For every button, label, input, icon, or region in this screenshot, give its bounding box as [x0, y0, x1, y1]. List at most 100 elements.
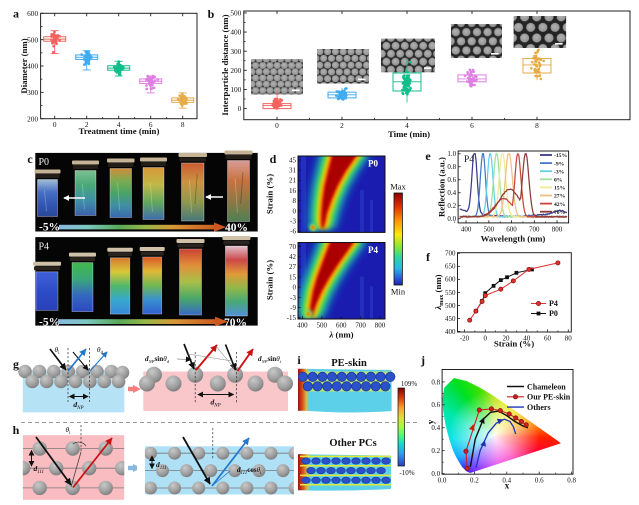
- svg-text:P0: P0: [549, 309, 558, 318]
- svg-text:λmax (nm): λmax (nm): [433, 274, 445, 310]
- svg-text:P4: P4: [39, 242, 50, 253]
- svg-text:a: a: [13, 7, 19, 21]
- svg-text:x: x: [505, 481, 510, 491]
- svg-text:200: 200: [230, 66, 241, 75]
- svg-text:dNP: dNP: [73, 400, 83, 411]
- svg-text:0.8: 0.8: [447, 163, 456, 171]
- svg-text:PE-skin: PE-skin: [331, 358, 367, 369]
- svg-text:70%: 70%: [224, 317, 247, 329]
- svg-text:4: 4: [117, 120, 121, 129]
- svg-text:600: 600: [445, 276, 456, 284]
- svg-text:0: 0: [293, 284, 297, 292]
- svg-text:21: 21: [289, 177, 297, 185]
- svg-text:6: 6: [470, 121, 474, 130]
- svg-text:b: b: [208, 7, 215, 21]
- svg-text:-3: -3: [290, 294, 296, 302]
- svg-text:P0: P0: [39, 157, 50, 168]
- svg-text:c: c: [27, 152, 33, 166]
- svg-text:-15: -15: [287, 314, 297, 322]
- svg-text:80: 80: [565, 334, 573, 342]
- svg-text:27: 27: [289, 263, 297, 271]
- svg-text:31: 31: [289, 167, 297, 175]
- svg-text:0: 0: [53, 120, 57, 129]
- svg-text:400: 400: [27, 62, 38, 71]
- svg-text:j: j: [420, 353, 425, 367]
- svg-text:300: 300: [27, 88, 38, 97]
- svg-text:2: 2: [85, 120, 89, 129]
- svg-text:8: 8: [181, 120, 185, 129]
- svg-text:Strain (%): Strain (%): [265, 260, 275, 300]
- svg-text:200: 200: [27, 114, 38, 123]
- svg-text:400: 400: [445, 328, 456, 336]
- svg-text:300: 300: [230, 47, 241, 56]
- svg-text:8: 8: [535, 121, 539, 130]
- svg-text:0: 0: [293, 207, 297, 215]
- svg-text:f: f: [426, 250, 431, 264]
- svg-text:40: 40: [523, 334, 531, 342]
- svg-text:8: 8: [293, 197, 297, 205]
- svg-text:e: e: [425, 149, 431, 163]
- svg-text:P4: P4: [464, 155, 474, 165]
- svg-text:0: 0: [275, 121, 279, 130]
- svg-text:P0: P0: [368, 159, 378, 169]
- svg-text:400: 400: [461, 226, 472, 234]
- svg-text:i: i: [297, 353, 301, 367]
- svg-text:Max: Max: [390, 182, 406, 192]
- svg-text:400: 400: [230, 28, 241, 37]
- svg-text:400: 400: [297, 322, 308, 330]
- svg-text:800: 800: [375, 322, 386, 330]
- svg-text:-5%: -5%: [39, 222, 60, 234]
- svg-text:P4: P4: [549, 299, 558, 308]
- svg-text:45: 45: [289, 156, 297, 164]
- svg-text:500: 500: [230, 9, 241, 18]
- svg-text:100: 100: [230, 85, 241, 94]
- svg-text:0.0: 0.0: [431, 470, 440, 478]
- svg-text:Min: Min: [391, 287, 406, 297]
- svg-text:700: 700: [529, 226, 540, 234]
- svg-text:650: 650: [445, 263, 456, 271]
- svg-text:6: 6: [149, 120, 153, 129]
- svg-text:-20: -20: [460, 334, 470, 342]
- svg-text:20: 20: [503, 334, 511, 342]
- svg-text:27%: 27%: [554, 194, 566, 200]
- svg-text:dNPsinθd: dNPsinθd: [145, 355, 170, 364]
- svg-text:0.2: 0.2: [447, 202, 456, 210]
- svg-text:700: 700: [355, 322, 366, 330]
- svg-text:42%: 42%: [554, 202, 566, 208]
- svg-text:Chameleon: Chameleon: [527, 382, 566, 391]
- svg-text:600: 600: [336, 322, 347, 330]
- svg-text:h: h: [13, 423, 20, 437]
- svg-text:0.8: 0.8: [431, 378, 440, 386]
- svg-text:dNPsinθi: dNPsinθi: [258, 355, 282, 364]
- svg-text:Wavelength (nm): Wavelength (nm): [481, 234, 546, 244]
- svg-text:600: 600: [506, 226, 517, 234]
- svg-text:700: 700: [445, 250, 456, 258]
- svg-text:d111: d111: [156, 460, 167, 471]
- svg-text:500: 500: [317, 322, 328, 330]
- svg-text:Our PE-skin: Our PE-skin: [527, 393, 571, 402]
- svg-text:-10%: -10%: [399, 469, 414, 477]
- svg-text:θi: θi: [54, 345, 60, 356]
- svg-text:1.0: 1.0: [447, 150, 456, 158]
- svg-text:Other PCs: Other PCs: [329, 438, 376, 449]
- svg-text:0.8: 0.8: [567, 477, 576, 485]
- svg-text:0.0: 0.0: [438, 477, 447, 485]
- svg-text:θi: θi: [65, 425, 71, 436]
- svg-text:d111cosθi: d111cosθi: [237, 466, 262, 476]
- svg-text:600: 600: [27, 9, 38, 18]
- svg-text:800: 800: [552, 226, 563, 234]
- svg-text:2: 2: [340, 121, 344, 130]
- svg-text:dNP: dNP: [211, 398, 221, 409]
- svg-text:0.6: 0.6: [535, 477, 544, 485]
- svg-text:0.2: 0.2: [431, 447, 440, 455]
- svg-text:-9: -9: [290, 304, 296, 312]
- svg-text:40%: 40%: [225, 222, 248, 234]
- svg-text:0.4: 0.4: [502, 477, 511, 485]
- svg-text:0%: 0%: [554, 178, 563, 184]
- svg-text:P4: P4: [368, 245, 378, 255]
- svg-text:0: 0: [484, 334, 488, 342]
- svg-text:500: 500: [27, 35, 38, 44]
- svg-text:16: 16: [289, 187, 297, 195]
- svg-text:y: y: [426, 419, 436, 424]
- svg-text:Others: Others: [527, 403, 551, 412]
